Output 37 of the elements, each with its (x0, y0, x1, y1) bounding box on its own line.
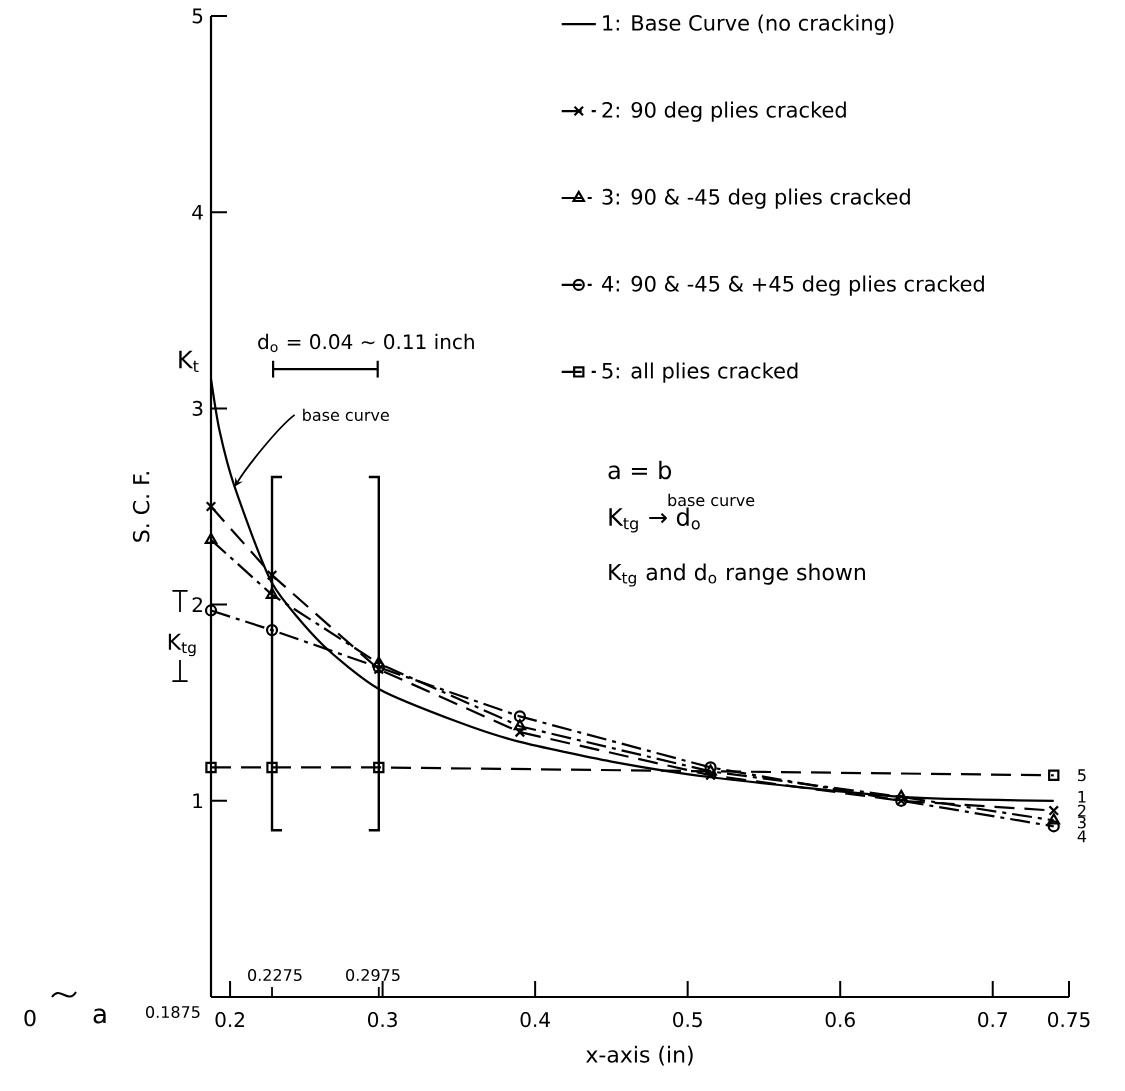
annotation: 1 (1078, 790, 1086, 803)
x-tick-label: 0.75 (1048, 1012, 1090, 1028)
y-axis-title: S. C. F. (132, 472, 150, 542)
x-tick-label: 0.7 (978, 1012, 1007, 1028)
annotation: 3 (1078, 816, 1086, 829)
annotation: K$_{t}$ (179, 350, 199, 372)
annotation: base curve (303, 408, 389, 422)
x-tick-label: 0.5 (673, 1012, 702, 1028)
legend-label: 1: Base Curve (no cracking) (603, 14, 894, 35)
x-tick-label: 0.6 (825, 1012, 855, 1028)
annotation: a = b (608, 460, 672, 480)
annotation: 4 (1077, 830, 1087, 843)
annotation: 2 (1077, 804, 1086, 817)
legend-label: 5: all plies cracked (602, 362, 798, 383)
text: K$_{tg}$ (168, 633, 196, 657)
text: a (93, 1008, 106, 1024)
legend-label: 2: 90 deg plies cracked (602, 101, 846, 122)
annotation: base curve (668, 493, 755, 507)
y-tick-label: 3 (192, 400, 203, 416)
legend-label: 4: 90 & -45 & +45 deg plies cracked (601, 275, 984, 296)
annotation: 5 (1078, 769, 1086, 782)
annotation: K$_{tg}$ → d$_{o}$ (609, 507, 700, 533)
annotation: d$_{o}$ = 0.04 ~ 0.11 inch (258, 333, 474, 353)
x-axis-title: x-axis (in) (586, 1045, 693, 1066)
y-tick-label: 1 (193, 793, 203, 809)
legend-label: 3: 90 & -45 deg plies cracked (602, 188, 910, 209)
y-tick-label: 5 (192, 8, 203, 24)
x-tick-label: 0.2 (215, 1012, 244, 1028)
annotation: K$_{tg}$ and d$_{o}$ range shown (609, 563, 865, 587)
y-tick-label: 2 (192, 597, 202, 613)
text: 0.1875 (146, 1005, 200, 1019)
x-tick-label: 0.4 (520, 1012, 550, 1028)
text: 0 (24, 1009, 36, 1027)
annotation: 0.2975 (346, 968, 400, 982)
x-tick-label: 0.3 (368, 1012, 397, 1028)
annotation: 0.2275 (248, 968, 302, 982)
y-tick-label: 4 (192, 204, 203, 220)
